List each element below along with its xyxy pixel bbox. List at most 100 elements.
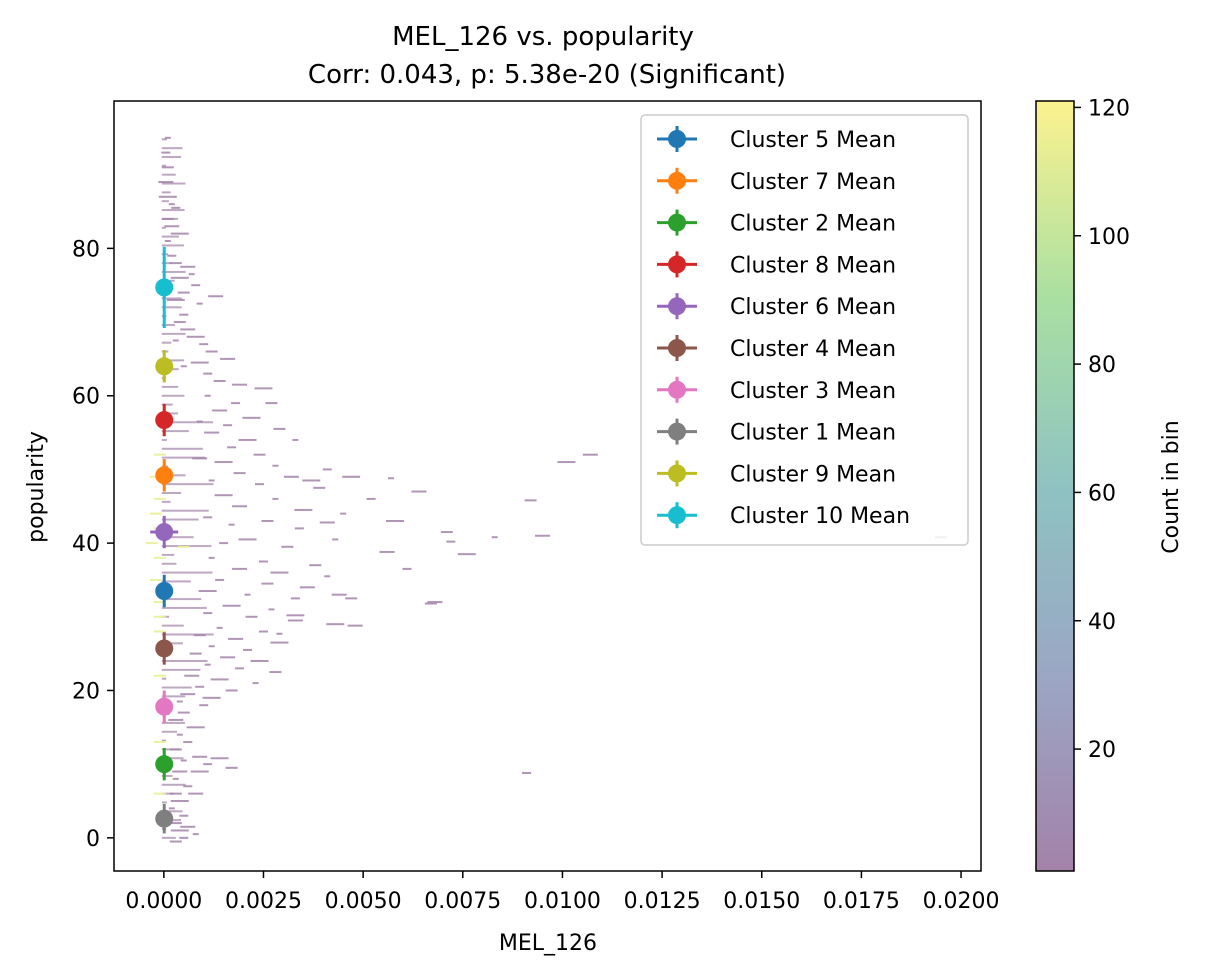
hexbin-cell	[424, 602, 437, 605]
hexbin-cell	[184, 674, 200, 677]
hexbin-cell	[205, 350, 218, 353]
hexbin-cell	[180, 265, 196, 268]
hexbin-cell	[161, 810, 183, 813]
hexbin-cell	[252, 682, 259, 685]
hexbin-cell	[161, 403, 173, 406]
hexbin-cell	[161, 509, 209, 512]
hexbin-cell	[161, 474, 186, 477]
hexbin-cell	[161, 341, 172, 344]
x-tick-label: 0.0100	[524, 889, 601, 914]
hexbin-cell	[281, 545, 294, 548]
legend-entry: Cluster 4 Mean	[657, 335, 896, 362]
cluster-mean-point	[155, 350, 174, 383]
legend-label: Cluster 8 Mean	[730, 253, 896, 278]
legend-label: Cluster 6 Mean	[730, 295, 896, 320]
y-tick-label: 20	[72, 679, 100, 704]
hexbin-cell	[186, 335, 205, 338]
hexbin-cell	[170, 800, 189, 802]
hexbin-cell	[172, 339, 179, 342]
y-tick-label: 0	[86, 827, 100, 852]
hexbin-cell	[270, 571, 289, 574]
hexbin-cell	[188, 273, 195, 276]
hexbin-cell	[161, 430, 189, 433]
cluster-mean-point	[155, 747, 174, 781]
legend-entry: Cluster 8 Mean	[657, 251, 896, 278]
colorbar-tick-label: 60	[1088, 481, 1116, 506]
hexbin-cell-bright	[153, 792, 166, 795]
cluster-mean-point	[155, 632, 174, 665]
hexbin-cell	[233, 472, 246, 475]
cluster-mean-point	[150, 515, 179, 549]
hexbin-cell-bright	[153, 497, 166, 500]
hexbin-cell	[158, 181, 174, 184]
hexbin-cell	[161, 138, 167, 141]
hexbin-cell	[340, 512, 347, 515]
hexbin-cell	[161, 332, 186, 335]
hexbin-cell	[180, 328, 196, 331]
hexbin-cell	[245, 615, 258, 618]
hexbin-cell	[177, 291, 190, 294]
legend-entry: Cluster 2 Mean	[657, 209, 896, 237]
hexbin-cell	[176, 700, 183, 703]
hexbin-cell	[169, 840, 182, 843]
hexbin-cell	[347, 624, 363, 627]
hexbin-cell-bright	[153, 615, 166, 618]
hexbin-cell	[238, 438, 257, 441]
hexbin-cell	[342, 475, 361, 478]
x-tick-label: 0.0025	[225, 889, 302, 914]
hexbin-cell	[208, 645, 215, 648]
hexbin-cell	[161, 156, 182, 158]
hexbin-cell	[161, 677, 167, 680]
legend-label: Cluster 1 Mean	[730, 421, 896, 446]
x-tick-label: 0.0150	[723, 889, 800, 914]
legend-entry: Cluster 9 Mean	[657, 460, 896, 487]
hexbin-cell	[161, 580, 191, 583]
hexbin-cell	[210, 757, 229, 760]
hexbin-cell	[254, 387, 273, 390]
legend: Cluster 5 Mean Cluster 7 Mean Cluster 2 Me…	[640, 114, 969, 546]
hexbin-cell	[491, 536, 498, 539]
hexbin-cell	[198, 590, 217, 592]
hexbin-cell-bright	[153, 674, 166, 677]
hexbin-cell	[161, 226, 166, 229]
hexbin-cell	[161, 730, 178, 733]
hexbin-cell	[183, 785, 193, 788]
hexbin-cell	[161, 695, 186, 698]
hexbin-cell	[219, 542, 229, 545]
hexbin-cell	[228, 523, 235, 526]
hexbin-cell	[161, 447, 203, 450]
hexbin-cell	[161, 774, 173, 777]
y-tick-label: 80	[72, 237, 100, 262]
hexbin-cell	[169, 792, 182, 795]
hexbin-cell	[203, 763, 213, 766]
hexbin-cell	[269, 671, 282, 674]
hexbin-cell	[186, 726, 205, 729]
hexbin-cell	[161, 147, 183, 150]
colorbar-tick-label: 120	[1088, 96, 1130, 121]
hexbin-cell	[204, 431, 220, 434]
hexbin-cell	[272, 497, 279, 500]
hexbin-cell	[286, 614, 305, 617]
hexbin-cell	[250, 660, 269, 662]
colorbar-tick-label: 100	[1088, 225, 1130, 250]
hexbin-cell	[195, 685, 205, 688]
hexbin-cell	[222, 604, 241, 607]
hexbin-cell	[292, 438, 299, 441]
legend-entry: Cluster 7 Mean	[657, 167, 896, 195]
errorbar-layer	[150, 246, 179, 834]
hexbin-cell	[161, 191, 171, 194]
hexbin-cell	[161, 739, 166, 742]
hexbin-cell-bright	[153, 556, 166, 559]
hexbin-cell	[243, 648, 253, 651]
legend-label: Cluster 10 Mean	[730, 504, 910, 529]
hexbin-cell	[161, 297, 182, 300]
y-tick-label: 40	[72, 532, 100, 557]
hexbin-cell	[161, 270, 186, 273]
hexbin-cell	[179, 313, 189, 316]
hexbin-cell	[272, 464, 279, 467]
y-axis-label: popularity	[24, 431, 49, 543]
cluster-mean-point	[155, 459, 174, 492]
hexbin-cell	[172, 770, 188, 773]
legend-entry: Cluster 1 Mean	[657, 418, 896, 446]
hexbin-cell	[582, 453, 598, 456]
